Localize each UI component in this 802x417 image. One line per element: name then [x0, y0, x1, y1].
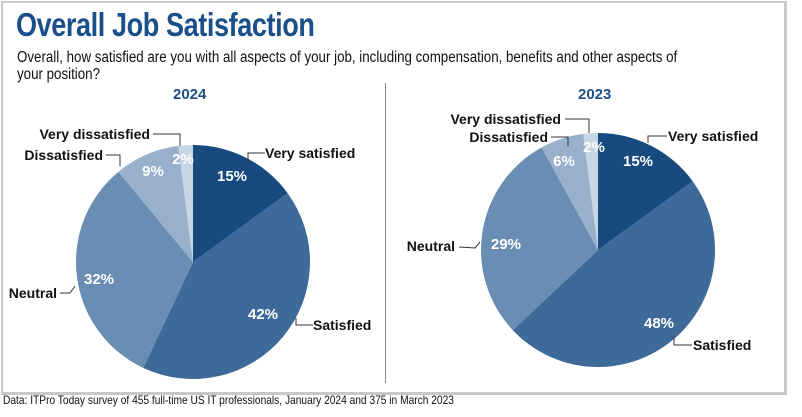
- data-label: 9%: [142, 163, 164, 180]
- pie-2024: 15% Very satisfied 42% Satisfied 32% Neutral 9…: [9, 126, 371, 380]
- data-label: 2%: [172, 151, 194, 168]
- data-label: 15%: [217, 168, 247, 185]
- chart-frame: [1, 1, 787, 395]
- category-label: Very satisfied: [265, 145, 355, 161]
- chart-title: Overall Job Satisfaction: [16, 6, 315, 43]
- leader-line: [153, 133, 181, 146]
- data-label: 2%: [583, 139, 605, 156]
- category-label: Satisfied: [693, 337, 751, 353]
- source-note: Data: ITPro Today survey of 455 full-tim…: [3, 393, 454, 407]
- category-label: Neutral: [407, 238, 455, 254]
- slice-dissatisfied: [541, 133, 598, 250]
- leader-line: [458, 241, 481, 249]
- category-label: Very dissatisfied: [39, 126, 150, 142]
- data-label: 6%: [553, 153, 575, 170]
- leader-line: [295, 318, 313, 326]
- category-label: Dissatisfied: [469, 129, 548, 145]
- category-label: Very satisfied: [668, 128, 758, 144]
- slice-very-dissatisfied: [178, 145, 193, 262]
- leader-line: [106, 154, 121, 166]
- leader-line: [247, 152, 265, 163]
- category-label: Satisfied: [313, 317, 371, 333]
- data-label: 42%: [248, 306, 278, 323]
- data-label: 32%: [84, 271, 114, 288]
- slice-very-satisfied: [598, 133, 693, 250]
- pie-2023: 15% Very satisfied 48% Satisfied 29% Neutral 6…: [407, 111, 758, 367]
- data-label: 48%: [644, 315, 674, 332]
- data-label: 15%: [623, 153, 653, 170]
- divider: [385, 83, 386, 383]
- slice-very-satisfied: [193, 145, 288, 262]
- leader-line: [647, 135, 667, 143]
- slice-satisfied: [143, 193, 311, 380]
- category-label: Very dissatisfied: [450, 111, 561, 127]
- slice-neutral: [481, 147, 598, 331]
- category-label: Dissatisfied: [24, 147, 103, 163]
- data-label: 29%: [491, 236, 521, 253]
- slice-very-dissatisfied: [583, 133, 598, 250]
- leader-line: [60, 285, 76, 294]
- pie-title-2023: 2023: [578, 86, 612, 103]
- pie-title-2024: 2024: [173, 86, 207, 103]
- leader-line: [673, 337, 692, 346]
- leader-line: [565, 118, 590, 133]
- category-label: Neutral: [9, 285, 57, 301]
- slice-neutral: [75, 171, 193, 368]
- slice-dissatisfied: [118, 145, 193, 262]
- leader-line: [551, 136, 569, 146]
- chart-subtitle: Overall, how satisfied are you with all …: [17, 49, 678, 83]
- slice-satisfied: [512, 181, 715, 367]
